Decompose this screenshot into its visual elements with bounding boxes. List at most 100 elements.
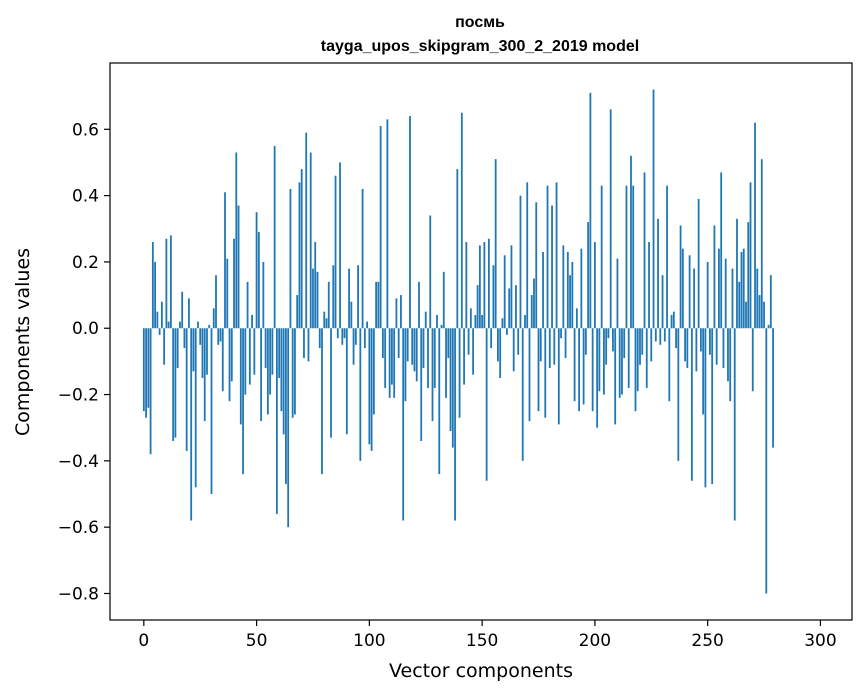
bar-21 xyxy=(190,328,193,521)
bar-230 xyxy=(661,275,664,329)
bar-223 xyxy=(645,328,648,388)
bar-64 xyxy=(287,328,290,528)
bar-133 xyxy=(442,271,445,329)
bar-123 xyxy=(420,328,423,441)
bar-160 xyxy=(503,255,506,329)
y-tick-label: −0.6 xyxy=(58,518,99,538)
bar-33 xyxy=(217,328,220,345)
bar-269 xyxy=(749,182,752,329)
bar-207 xyxy=(609,109,612,329)
bar-145 xyxy=(469,308,472,329)
bar-250 xyxy=(706,261,709,329)
bar-213 xyxy=(623,328,626,359)
bar-44 xyxy=(242,328,244,475)
bar-233 xyxy=(668,328,671,402)
bar-178 xyxy=(544,328,547,418)
bar-89 xyxy=(343,328,346,339)
bar-128 xyxy=(431,328,434,422)
bar-14 xyxy=(174,328,177,438)
bar-148 xyxy=(476,285,479,329)
bar-73 xyxy=(307,328,310,362)
bar-12 xyxy=(169,235,172,329)
bar-40 xyxy=(233,238,235,329)
bar-267 xyxy=(745,301,747,329)
bar-88 xyxy=(341,328,344,345)
bar-6 xyxy=(156,311,159,329)
bar-216 xyxy=(630,155,632,329)
bar-221 xyxy=(641,328,644,355)
y-tick-label: 0.4 xyxy=(72,187,99,207)
bar-152 xyxy=(485,328,488,481)
bar-76 xyxy=(314,242,317,329)
bar-249 xyxy=(704,328,707,488)
bar-72 xyxy=(305,132,308,329)
bar-170 xyxy=(526,182,529,329)
bar-243 xyxy=(690,328,693,481)
bar-276 xyxy=(765,328,768,594)
bar-104 xyxy=(377,281,380,329)
bar-30 xyxy=(210,328,213,495)
bar-113 xyxy=(397,328,400,359)
bar-58 xyxy=(273,145,276,329)
bar-103 xyxy=(375,281,378,329)
bar-210 xyxy=(616,258,619,329)
bar-237 xyxy=(677,328,680,461)
bar-121 xyxy=(415,328,418,382)
bar-34 xyxy=(219,328,222,342)
bar-120 xyxy=(413,328,416,372)
bar-63 xyxy=(285,328,287,485)
bar-55 xyxy=(266,328,269,415)
bar-5 xyxy=(154,261,156,329)
bar-31 xyxy=(212,308,215,329)
bar-208 xyxy=(612,328,614,352)
bar-132 xyxy=(440,324,443,329)
bar-45 xyxy=(244,328,247,395)
bar-190 xyxy=(571,261,574,329)
bar-181 xyxy=(551,205,553,329)
bar-194 xyxy=(580,248,583,329)
bar-115 xyxy=(402,328,405,521)
bar-65 xyxy=(289,188,292,329)
bar-195 xyxy=(582,328,585,405)
bar-16 xyxy=(179,321,181,329)
bar-266 xyxy=(742,248,745,329)
bar-69 xyxy=(298,182,301,329)
bar-259 xyxy=(727,328,729,382)
bar-78 xyxy=(318,328,321,349)
bar-52 xyxy=(260,328,262,422)
bar-20 xyxy=(188,298,190,329)
bar-42 xyxy=(237,205,240,329)
bar-272 xyxy=(756,268,759,329)
bar-141 xyxy=(460,112,463,329)
bar-36 xyxy=(224,192,226,329)
bar-125 xyxy=(424,311,427,329)
bar-165 xyxy=(515,285,517,329)
bar-71 xyxy=(303,328,305,359)
bar-105 xyxy=(379,125,382,329)
bar-268 xyxy=(747,222,750,329)
bar-186 xyxy=(562,245,565,329)
bar-218 xyxy=(634,328,637,412)
bar-232 xyxy=(666,185,668,329)
bar-234 xyxy=(670,314,673,329)
bar-260 xyxy=(729,328,732,402)
bar-168 xyxy=(521,328,524,461)
y-tick-label: 0.6 xyxy=(72,120,99,140)
bar-255 xyxy=(718,248,720,329)
x-tick-label: 250 xyxy=(691,631,723,651)
bar-156 xyxy=(494,159,497,329)
bar-214 xyxy=(625,185,628,329)
bar-246 xyxy=(697,198,700,329)
bar-163 xyxy=(510,245,513,329)
bar-187 xyxy=(564,328,567,359)
bar-215 xyxy=(627,328,630,388)
bar-107 xyxy=(384,328,387,388)
bar-94 xyxy=(354,328,357,345)
bar-114 xyxy=(400,295,402,329)
bar-106 xyxy=(381,328,384,359)
bar-254 xyxy=(715,328,718,365)
bar-191 xyxy=(573,328,576,402)
bar-251 xyxy=(709,328,711,355)
bar-24 xyxy=(197,321,199,329)
y-tick-label: 0.0 xyxy=(72,319,99,339)
